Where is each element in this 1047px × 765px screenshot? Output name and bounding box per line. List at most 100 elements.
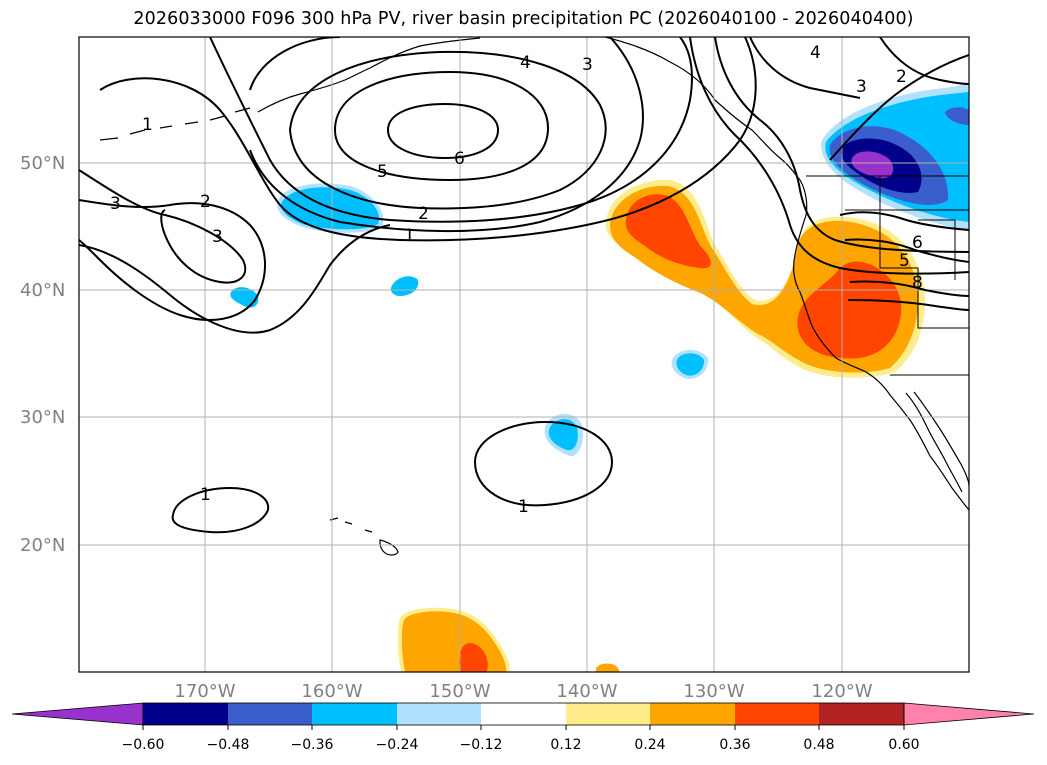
pv-contour-8-east — [849, 280, 969, 297]
pv-contours — [79, 37, 969, 534]
contour-label-6-center: 6 — [454, 149, 465, 169]
pv-contour-2-east — [689, 37, 969, 275]
contour-label-1-west: 1 — [142, 115, 153, 135]
pv-contour-3-west — [79, 169, 247, 284]
plot-frame — [78, 36, 970, 673]
lon-label-120w: 120°W — [811, 681, 872, 702]
hawaii-islands — [329, 517, 399, 556]
positive-region-small-south — [596, 663, 620, 672]
contour-label-3-east: 3 — [856, 77, 867, 97]
colorbar-label: −0.48 — [207, 737, 250, 753]
colorbar-bin — [481, 703, 566, 725]
contour-label-2-east: 2 — [896, 67, 907, 87]
colorbar-bin — [312, 703, 397, 725]
pv-contour-east-lower — [847, 299, 969, 311]
lon-label-170w: 170°W — [174, 681, 235, 702]
colorbar-bin — [397, 703, 481, 725]
pv-contour-east-top — [879, 37, 969, 85]
strong-positive-region-south — [459, 643, 488, 672]
north-america-coast — [604, 37, 969, 511]
pv-contour-3-north — [249, 37, 644, 233]
lat-label-30n: 30°N — [20, 407, 65, 428]
colorbar: −0.60 −0.48 −0.36 −0.24 −0.12 0.12 0.24 … — [11, 702, 1035, 753]
contour-label-4-north: 4 — [520, 53, 531, 73]
pv-contour-1-southwest — [171, 486, 270, 534]
map-title: 2026033000 F096 300 hPa PV, river basin … — [133, 9, 914, 29]
colorbar-ticks — [142, 725, 905, 730]
pv-contour-4-east — [749, 37, 861, 99]
plot-area: 1 1 1 1 2 2 2 3 3 3 3 4 4 5 5 6 6 8 — [79, 37, 969, 672]
lat-label-20n: 20°N — [20, 535, 65, 556]
contour-label-3-north: 3 — [582, 55, 593, 75]
pv-contour-2-north — [209, 37, 693, 223]
colorbar-label: 0.24 — [634, 737, 665, 753]
latitude-labels: 50°N 40°N 30°N 20°N — [20, 153, 65, 556]
colorbar-label: −0.12 — [460, 737, 503, 753]
alaska-coast — [257, 37, 481, 113]
aleutian-islands — [99, 107, 251, 141]
lon-label-160w: 160°W — [301, 681, 362, 702]
contour-label-1-southwest: 1 — [200, 485, 211, 505]
colorbar-label: −0.36 — [291, 737, 334, 753]
pv-contour-6 — [386, 102, 500, 160]
contour-label-3-west: 3 — [110, 194, 121, 214]
pv-contour-labels: 1 1 1 1 2 2 2 3 3 3 3 4 4 5 5 6 6 8 — [110, 43, 923, 517]
negative-region-small-3-core — [676, 353, 705, 376]
lon-label-130w: 130°W — [683, 681, 744, 702]
contour-label-5-east: 5 — [899, 251, 910, 271]
pv-contour-1-west — [79, 224, 391, 334]
negative-region-small-1 — [230, 287, 259, 308]
contour-label-4-east: 4 — [810, 43, 821, 63]
lon-label-150w: 150°W — [429, 681, 490, 702]
pv-contour-1-south — [473, 420, 614, 507]
longitude-labels: 170°W 160°W 150°W 140°W 130°W 120°W — [174, 681, 872, 702]
colorbar-bin — [566, 703, 650, 725]
colorbar-bin — [228, 703, 312, 725]
colorbar-bin — [735, 703, 819, 725]
lat-label-40n: 40°N — [20, 280, 65, 301]
colorbar-bin — [143, 703, 228, 725]
pv-contour-5 — [333, 70, 550, 182]
strong-negative-east — [945, 107, 969, 125]
contour-label-5-center: 5 — [377, 162, 388, 182]
pv-contour-2-west — [79, 199, 266, 321]
colorbar-extend-high — [903, 702, 1035, 726]
negative-region-small-4-core — [548, 419, 578, 451]
colorbar-bin — [819, 703, 904, 725]
gulf-california-coast — [913, 391, 969, 487]
pv-contour-east-upper — [829, 54, 969, 161]
political-borders — [806, 175, 969, 376]
colorbar-extend-low — [11, 702, 144, 726]
colorbar-label: 0.60 — [888, 737, 919, 753]
pv-contour-3-east — [714, 37, 969, 253]
baja-coast — [905, 392, 963, 493]
contour-label-1-south: 1 — [518, 497, 529, 517]
contour-label-8-east: 8 — [912, 273, 923, 293]
coastlines — [99, 37, 969, 556]
pv-contour-5-east — [839, 211, 969, 231]
colorbar-label: 0.48 — [803, 737, 834, 753]
strong-positive-region-northwest — [625, 194, 711, 269]
colorbar-labels: −0.60 −0.48 −0.36 −0.24 −0.12 0.12 0.24 … — [122, 737, 920, 753]
strong-positive-region-california — [797, 261, 902, 359]
pv-contour-4 — [288, 50, 607, 210]
pv-contour-1-north — [99, 37, 757, 242]
pv-contour-6-east — [844, 238, 969, 263]
gridlines — [79, 37, 969, 672]
colorbar-frame — [142, 702, 905, 726]
colorbar-label: −0.24 — [376, 737, 419, 753]
extreme-negative-region — [851, 151, 894, 179]
negative-region-small-2 — [390, 276, 419, 296]
colorbar-bin — [650, 703, 735, 725]
contour-label-2-west: 2 — [200, 192, 211, 212]
colorbar-label: 0.12 — [550, 737, 581, 753]
lon-label-140w: 140°W — [556, 681, 617, 702]
lat-label-50n: 50°N — [20, 153, 65, 174]
contour-label-6-east: 6 — [912, 233, 923, 253]
contour-label-1-center: 1 — [404, 226, 415, 246]
contour-label-3-inner: 3 — [212, 227, 223, 247]
colorbar-label: −0.60 — [122, 737, 165, 753]
colorbar-label: 0.36 — [719, 737, 750, 753]
contour-label-2-center: 2 — [418, 204, 429, 224]
